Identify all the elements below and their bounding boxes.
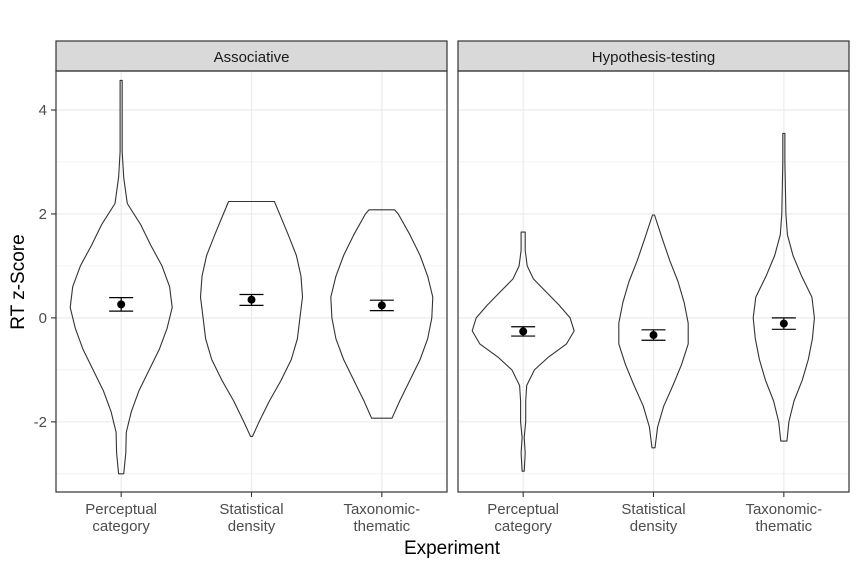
violin-shape	[471, 231, 575, 472]
x-tick-label-line: thematic	[755, 518, 812, 535]
x-tick-label-line: Perceptual	[85, 501, 157, 518]
strip-background	[55, 40, 448, 72]
x-tick-label-line: Statistical	[621, 501, 685, 518]
strip-background	[457, 40, 850, 72]
x-tick-label: Statistical density	[621, 501, 685, 535]
strip-label: Hypothesis-testing	[592, 49, 715, 66]
violin-shape	[69, 79, 173, 475]
x-tick-label: Perceptual category	[85, 501, 157, 535]
x-tick-label: Perceptual category	[487, 501, 559, 535]
violin-shape	[752, 132, 815, 442]
mean-point	[117, 300, 126, 309]
x-tick-label-line: thematic	[353, 518, 410, 535]
x-axis-title: Experiment	[404, 538, 501, 559]
mean-point	[649, 331, 658, 340]
y-axis: -2 0 2 4	[34, 102, 56, 431]
x-tick-label-line: Statistical	[219, 501, 283, 518]
panel-associative: Associative	[55, 40, 448, 493]
x-tick-label-line: Taxonomic-	[343, 501, 420, 518]
violin-shape	[199, 200, 304, 437]
x-tick-label-line: density	[228, 518, 276, 535]
strip-label: Associative	[214, 49, 290, 66]
x-tick-label: Taxonomic-thematic	[745, 501, 822, 535]
mean-point	[377, 301, 386, 310]
x-tick-label-line: category	[92, 518, 150, 535]
x-tick-label-line: Perceptual	[487, 501, 559, 518]
y-axis-title: RT z-Score	[8, 234, 29, 329]
y-tick-label: 0	[39, 310, 47, 327]
y-tick-label: 2	[39, 206, 47, 223]
x-tick-label: Statistical density	[219, 501, 283, 535]
y-tick-label: 4	[39, 102, 47, 119]
x-tick-label-line: density	[630, 518, 678, 535]
mean-point	[779, 319, 788, 328]
panels-layer: Associative Hypothesis-testing	[55, 40, 850, 493]
violin-shape	[330, 209, 434, 419]
mean-point	[519, 327, 528, 336]
x-tick-label: Taxonomic-thematic	[343, 501, 420, 535]
y-tick-label: -2	[34, 414, 47, 431]
panel-hypothesis-testing: Hypothesis-testing	[457, 40, 850, 493]
violin-shape	[618, 214, 689, 449]
x-tick-label-line: Taxonomic-	[745, 501, 822, 518]
mean-point	[247, 295, 256, 304]
x-tick-label-line: category	[494, 518, 552, 535]
